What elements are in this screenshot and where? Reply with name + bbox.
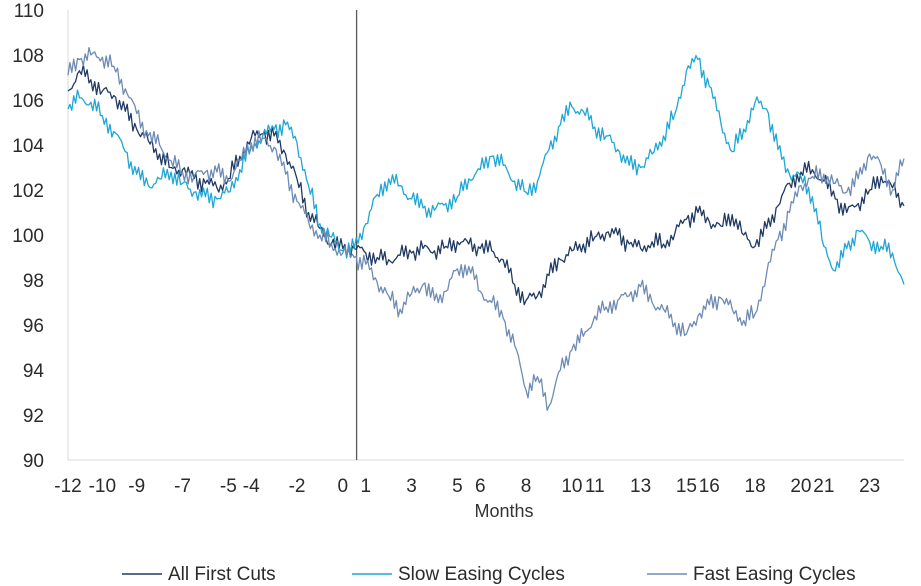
x-tick-label: 21 [813, 476, 834, 497]
legend-label: All First Cuts [168, 564, 276, 585]
x-tick-label: 23 [859, 476, 880, 497]
legend-label: Slow Easing Cycles [398, 564, 565, 585]
x-tick-label: -9 [128, 476, 145, 497]
y-tick-label: 100 [12, 226, 44, 247]
x-tick-label: 8 [521, 476, 532, 497]
y-tick-label: 98 [23, 271, 44, 292]
y-tick-label: 90 [23, 451, 44, 472]
legend-label: Fast Easing Cycles [693, 564, 856, 585]
x-tick-label: -12 [54, 476, 81, 497]
y-tick-label: 104 [12, 136, 44, 157]
legend: All First Cuts Slow Easing Cycles Fast Eas… [122, 564, 856, 585]
y-tick-label: 96 [23, 316, 44, 337]
y-tick-label: 94 [23, 361, 45, 382]
y-tick-label: 102 [12, 181, 44, 202]
x-tick-label: 11 [585, 476, 605, 497]
x-tick-label: 6 [475, 476, 486, 497]
x-tick-label: 0 [338, 476, 349, 497]
series-line-fast-easing-cycles [67, 47, 905, 411]
x-tick-label: 18 [745, 476, 766, 497]
y-tick-label: 106 [12, 91, 44, 112]
x-tick-label: 16 [699, 476, 720, 497]
y-tick-label: 92 [23, 406, 44, 427]
x-tick-label: 13 [630, 476, 651, 497]
x-tick-label: -10 [89, 476, 116, 497]
y-axis-ticks: 90 92 94 96 98 100 102 104 106 108 110 [12, 1, 44, 472]
x-axis-ticks: -12 -10 -9 -7 -5 -4 -2 0 1 3 5 6 8 10 11 13 15 16 18 20 21 23 [54, 476, 880, 497]
legend-item: Fast Easing Cycles [647, 564, 856, 585]
series-line-slow-easing-cycles [67, 54, 905, 285]
series-lines [67, 47, 905, 411]
series-line-all-first-cuts [67, 64, 905, 306]
legend-item: All First Cuts [122, 564, 276, 585]
x-tick-label: 3 [406, 476, 417, 497]
x-tick-label: -2 [289, 476, 306, 497]
x-tick-label: 15 [676, 476, 697, 497]
y-tick-label: 110 [14, 1, 44, 22]
y-tick-label: 108 [12, 46, 44, 67]
x-tick-label: -7 [174, 476, 191, 497]
x-axis-title: Months [474, 501, 533, 521]
x-tick-label: -5 [220, 476, 237, 497]
x-tick-label: -4 [243, 476, 260, 497]
x-tick-label: 1 [360, 476, 371, 497]
x-tick-label: 10 [561, 476, 582, 497]
x-tick-label: 5 [452, 476, 463, 497]
legend-item: Slow Easing Cycles [352, 564, 565, 585]
x-tick-label: 20 [790, 476, 811, 497]
